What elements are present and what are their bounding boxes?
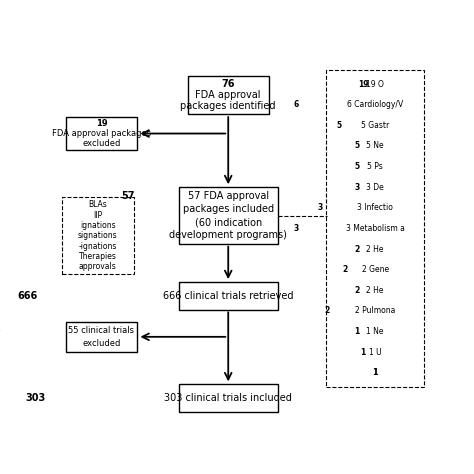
Text: 3 Metabolism a: 3 Metabolism a xyxy=(346,224,405,233)
Text: 666 clinical trials retrieved: 666 clinical trials retrieved xyxy=(163,291,293,301)
Text: 5: 5 xyxy=(336,121,341,130)
FancyBboxPatch shape xyxy=(66,117,137,150)
Text: 5 Ps: 5 Ps xyxy=(367,162,383,171)
Text: 2: 2 xyxy=(355,286,360,295)
Text: 1 Ne: 1 Ne xyxy=(366,327,384,336)
Text: approvals: approvals xyxy=(79,262,117,271)
Text: 57 FDA approval: 57 FDA approval xyxy=(188,191,269,201)
Text: 1: 1 xyxy=(355,327,360,336)
Text: (60 indication: (60 indication xyxy=(195,217,262,227)
FancyBboxPatch shape xyxy=(179,282,278,310)
Text: 6 Cardiology/V: 6 Cardiology/V xyxy=(347,100,403,109)
Text: excluded: excluded xyxy=(82,338,121,347)
FancyBboxPatch shape xyxy=(188,76,269,114)
Text: 1 U: 1 U xyxy=(369,347,382,356)
Text: packages identified: packages identified xyxy=(181,101,276,111)
FancyBboxPatch shape xyxy=(62,197,134,274)
Text: 76: 76 xyxy=(221,79,235,89)
Text: Therapies: Therapies xyxy=(79,252,117,261)
Text: 55: 55 xyxy=(0,326,1,335)
Text: BLAs: BLAs xyxy=(89,200,107,209)
Text: 2: 2 xyxy=(324,306,329,315)
Text: FDA approval: FDA approval xyxy=(195,90,261,100)
Text: 3 De: 3 De xyxy=(366,182,384,191)
Text: 666: 666 xyxy=(18,291,38,301)
Text: 1: 1 xyxy=(373,368,378,377)
Text: 303: 303 xyxy=(25,393,46,403)
Text: signations: signations xyxy=(78,231,118,240)
Text: 2: 2 xyxy=(342,265,347,274)
Text: IIP: IIP xyxy=(93,210,102,219)
Text: 19 O: 19 O xyxy=(366,80,384,89)
Text: 5 Ne: 5 Ne xyxy=(366,141,384,150)
Text: 2 Gene: 2 Gene xyxy=(362,265,389,274)
Text: 57: 57 xyxy=(121,191,135,201)
Text: 3: 3 xyxy=(294,224,299,233)
Text: FDA approval packages: FDA approval packages xyxy=(52,129,151,138)
Text: 1: 1 xyxy=(360,347,365,356)
FancyBboxPatch shape xyxy=(327,70,424,387)
Text: 5: 5 xyxy=(355,141,360,150)
Text: 6: 6 xyxy=(294,100,299,109)
Text: ignations: ignations xyxy=(80,221,116,230)
Text: 3: 3 xyxy=(318,203,323,212)
Text: packages included: packages included xyxy=(182,204,274,214)
Text: 2 He: 2 He xyxy=(366,245,384,254)
Text: 5 Gastr: 5 Gastr xyxy=(361,121,389,130)
Text: 2 He: 2 He xyxy=(366,286,384,295)
Text: 2: 2 xyxy=(355,245,360,254)
FancyBboxPatch shape xyxy=(179,384,278,412)
Text: 2 Pulmona: 2 Pulmona xyxy=(355,306,395,315)
Text: 19: 19 xyxy=(358,80,368,89)
Text: 55 clinical trials: 55 clinical trials xyxy=(69,326,135,335)
FancyBboxPatch shape xyxy=(66,322,137,352)
Text: excluded: excluded xyxy=(82,139,121,148)
Text: 1: 1 xyxy=(373,368,378,377)
Text: 19: 19 xyxy=(96,119,107,128)
Text: -ignations: -ignations xyxy=(79,242,117,251)
Text: development programs): development programs) xyxy=(169,230,287,240)
Text: 303 clinical trials included: 303 clinical trials included xyxy=(164,393,292,403)
Text: 5: 5 xyxy=(355,162,360,171)
Text: 3 Infectio: 3 Infectio xyxy=(357,203,393,212)
Text: 3: 3 xyxy=(355,182,360,191)
FancyBboxPatch shape xyxy=(179,187,278,244)
